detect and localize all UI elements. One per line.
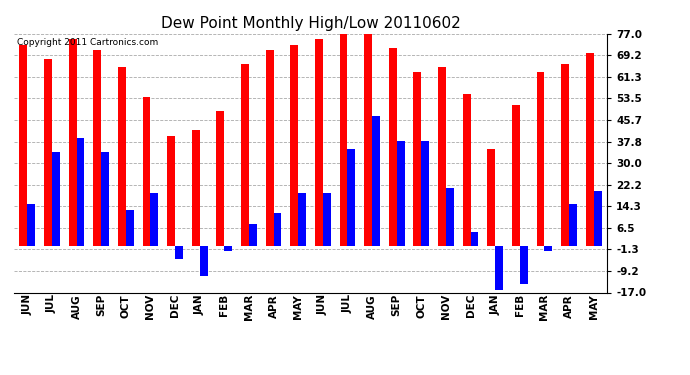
Bar	[249, 224, 257, 246]
Bar	[487, 149, 495, 246]
Bar	[463, 94, 471, 246]
Bar	[19, 45, 28, 246]
Bar	[28, 204, 35, 246]
Bar	[593, 190, 602, 246]
Bar	[77, 138, 84, 246]
Bar	[44, 58, 52, 246]
Bar	[93, 50, 101, 246]
Bar	[372, 116, 380, 246]
Text: Copyright 2011 Cartronics.com: Copyright 2011 Cartronics.com	[17, 38, 158, 46]
Bar	[315, 39, 323, 246]
Bar	[586, 53, 593, 246]
Bar	[388, 48, 397, 246]
Bar	[150, 194, 158, 246]
Bar	[413, 72, 422, 246]
Bar	[397, 141, 404, 246]
Bar	[298, 194, 306, 246]
Bar	[175, 246, 183, 260]
Bar	[569, 204, 577, 246]
Bar	[69, 39, 77, 246]
Bar	[364, 34, 372, 246]
Bar	[422, 141, 429, 246]
Bar	[266, 50, 273, 246]
Bar	[224, 246, 233, 251]
Bar	[52, 152, 60, 246]
Bar	[273, 213, 282, 246]
Bar	[241, 64, 249, 246]
Bar	[217, 111, 224, 246]
Bar	[167, 136, 175, 246]
Bar	[495, 246, 503, 290]
Bar	[290, 45, 298, 246]
Bar	[323, 194, 331, 246]
Bar	[118, 67, 126, 246]
Bar	[537, 72, 544, 246]
Bar	[520, 246, 528, 284]
Bar	[199, 246, 208, 276]
Bar	[544, 246, 552, 251]
Bar	[512, 105, 520, 246]
Bar	[126, 210, 134, 246]
Bar	[101, 152, 109, 246]
Bar	[446, 188, 454, 246]
Bar	[339, 34, 348, 246]
Bar	[192, 130, 199, 246]
Bar	[561, 64, 569, 246]
Bar	[143, 97, 150, 246]
Bar	[438, 67, 446, 246]
Bar	[471, 232, 478, 246]
Title: Dew Point Monthly High/Low 20110602: Dew Point Monthly High/Low 20110602	[161, 16, 460, 31]
Bar	[348, 149, 355, 246]
